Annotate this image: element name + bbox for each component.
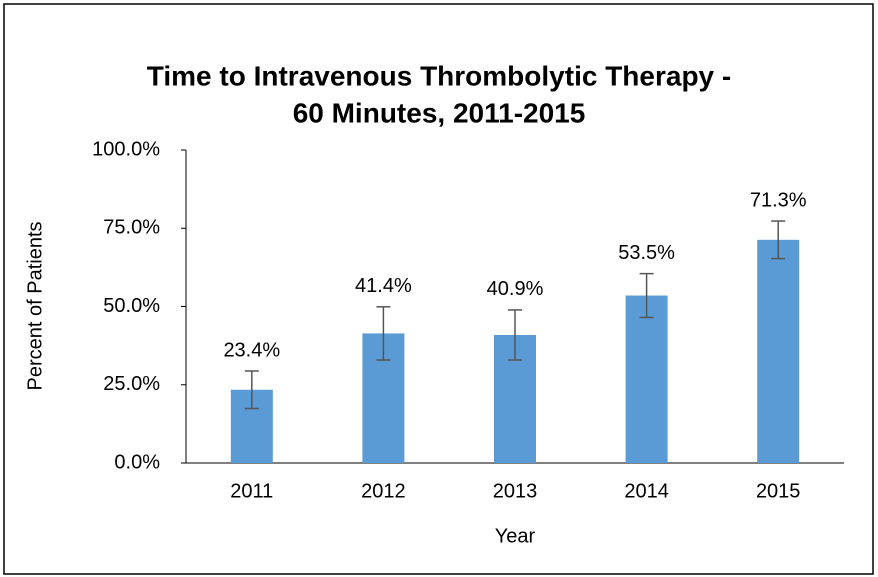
x-tick-label: 2014 xyxy=(624,480,669,502)
y-tick-label: 50.0% xyxy=(103,295,160,317)
data-label: 71.3% xyxy=(750,189,807,211)
bar xyxy=(625,295,668,463)
x-tick-label: 2013 xyxy=(493,480,538,502)
chart-title: Time to Intravenous Thrombolytic Therapy… xyxy=(147,60,731,91)
chart-frame xyxy=(3,3,874,575)
x-tick-label: 2011 xyxy=(230,480,273,502)
x-tick-label: 2012 xyxy=(361,480,406,502)
y-tick-label: 25.0% xyxy=(103,373,160,395)
y-tick-label: 0.0% xyxy=(114,451,160,473)
data-label: 41.4% xyxy=(355,275,412,297)
data-label: 40.9% xyxy=(487,278,544,300)
data-label: 23.4% xyxy=(223,339,280,361)
y-axis-label: Percent of Patients xyxy=(24,222,46,391)
data-label: 53.5% xyxy=(618,242,675,264)
y-tick-label: 100.0% xyxy=(92,138,160,160)
chart-title: 60 Minutes, 2011-2015 xyxy=(293,97,586,128)
bar xyxy=(757,239,800,463)
y-tick-label: 75.0% xyxy=(103,217,160,239)
x-tick-label: 2015 xyxy=(756,480,801,502)
x-axis-label: Year xyxy=(495,525,536,547)
